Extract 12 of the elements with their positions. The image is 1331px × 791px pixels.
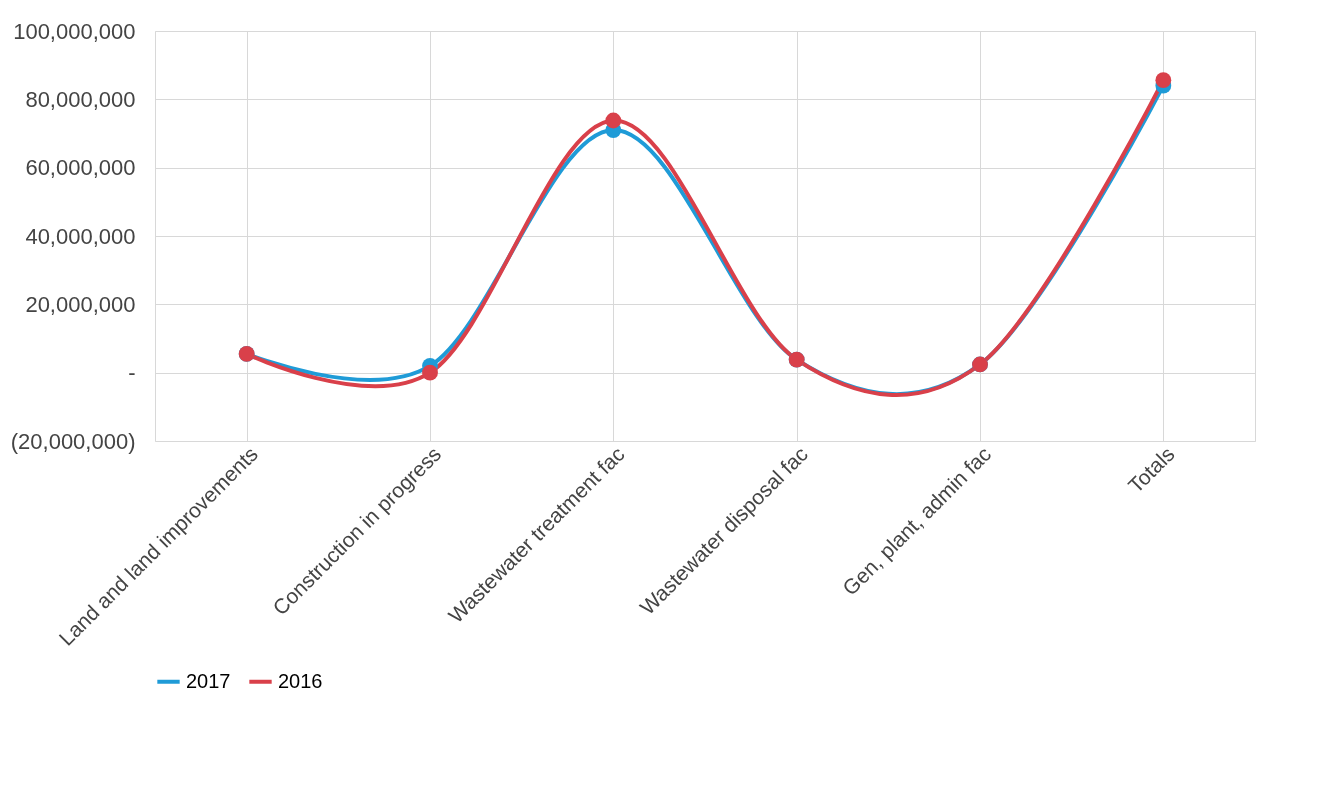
point — [422, 364, 438, 381]
legend-label: 2017 — [186, 669, 231, 692]
y-tick-label: 40,000,000 — [25, 223, 136, 249]
point — [1155, 72, 1172, 89]
y-tick-label: 60,000,000 — [25, 155, 136, 181]
point — [605, 112, 622, 129]
y-tick-label: 100,000,000 — [13, 18, 136, 44]
y-tick-label: 20,000,000 — [25, 291, 136, 317]
y-tick-label: - — [128, 360, 136, 386]
y-tick-label: 80,000,000 — [25, 86, 136, 112]
legend-label: 2016 — [278, 669, 323, 692]
y-tick-label: (20,000,000) — [10, 428, 136, 454]
